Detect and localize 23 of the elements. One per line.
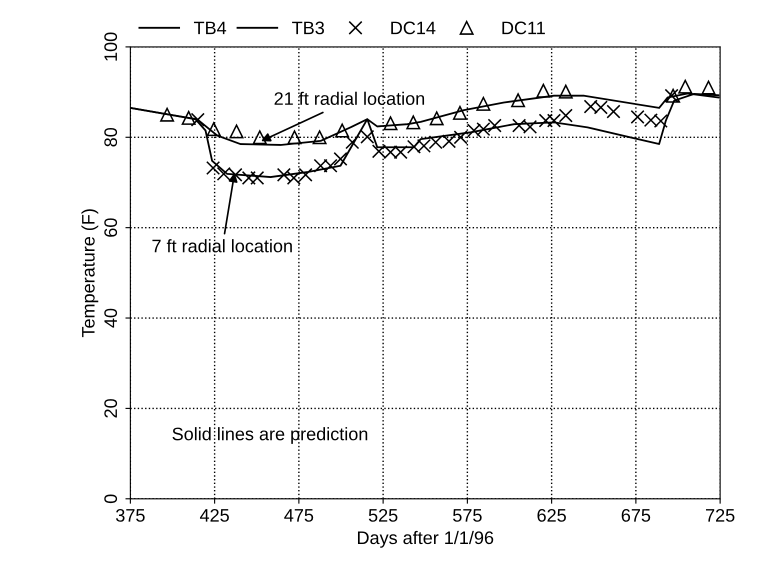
annotation: Solid lines are prediction [172, 427, 368, 444]
y-tick-label: 100 [104, 32, 118, 61]
x-tick-label: 725 [706, 508, 734, 522]
x-tick-label: 525 [368, 508, 398, 522]
x-tick-label: 625 [537, 508, 566, 522]
annotation: 7 ft radial location [152, 239, 292, 252]
x-tick-label: 475 [284, 509, 314, 522]
y-tick-label: 60 [104, 218, 118, 237]
legend-label: DC14 [391, 22, 436, 34]
x-tick-label: 375 [116, 508, 145, 522]
y-tick-label: 80 [104, 128, 118, 147]
y-tick-label: 20 [104, 399, 118, 418]
y-tick-label: 40 [104, 308, 118, 328]
x-tick-label: 575 [453, 509, 482, 522]
x-axis-title: Days after 1/1/96 [358, 530, 494, 548]
y-tick-label: 0 [104, 494, 118, 504]
legend-label: TB3 [292, 22, 324, 34]
y-axis-title: Temperature (F) [81, 209, 98, 338]
annotation: 21 ft radial location [274, 92, 424, 105]
legend-label: TB4 [194, 22, 226, 34]
x-tick-label: 425 [200, 508, 229, 522]
x-tick-label: 675 [622, 508, 650, 522]
legend-label: DC11 [502, 22, 545, 34]
